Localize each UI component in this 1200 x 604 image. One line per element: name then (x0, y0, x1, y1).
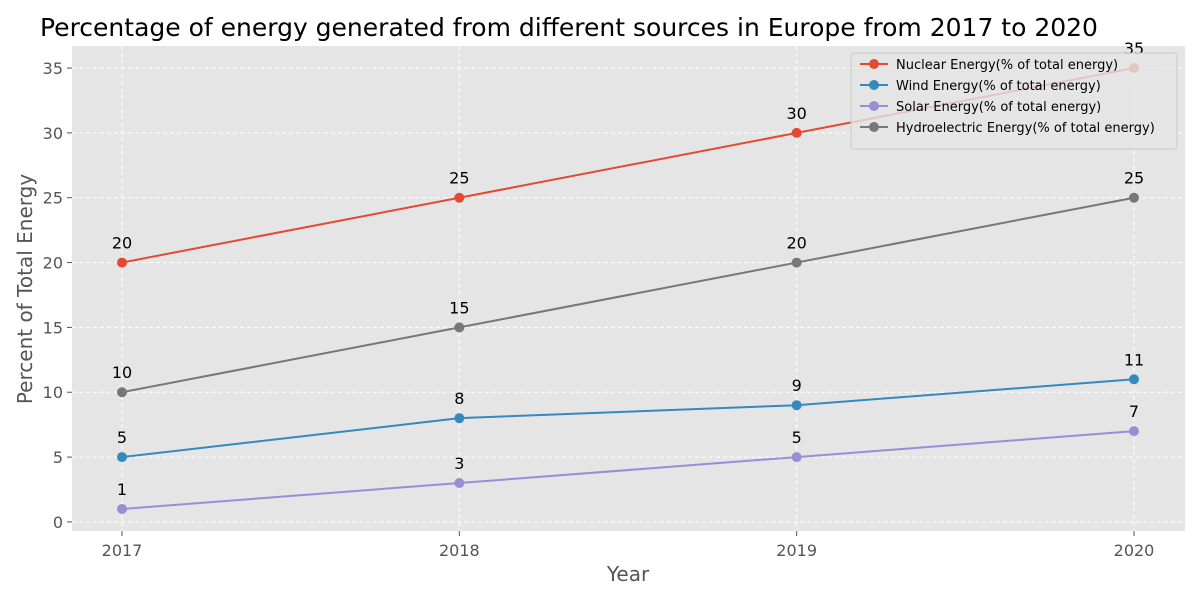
x-tick-label: 2019 (776, 541, 817, 560)
legend-marker (869, 59, 879, 69)
legend-marker (869, 122, 879, 132)
data-label: 15 (449, 298, 469, 317)
data-point (454, 322, 465, 333)
series-line (121, 378, 1135, 459)
x-tick-label: 2017 (102, 541, 143, 560)
data-label: 25 (449, 169, 469, 188)
data-point (117, 257, 127, 268)
data-point (117, 503, 127, 514)
data-point (454, 413, 465, 424)
data-point (1129, 374, 1139, 385)
legend-marker (869, 80, 879, 90)
legend-label: Nuclear Energy(% of total energy) (896, 58, 1118, 73)
y-axis-label: Percent of Total Energy (13, 174, 37, 404)
data-label: 20 (112, 234, 132, 253)
data-point (1129, 192, 1139, 203)
x-axis-label: Year (606, 562, 650, 586)
legend-label: Wind Energy(% of total energy) (896, 79, 1101, 94)
legend-marker (869, 101, 879, 111)
data-label: 5 (117, 428, 127, 447)
series-line (121, 196, 1135, 394)
y-tick-label: 25 (43, 189, 63, 208)
data-point (1129, 426, 1139, 437)
data-point (791, 400, 802, 411)
data-label: 8 (454, 389, 464, 408)
series-line (121, 430, 1135, 510)
data-label: 20 (786, 234, 806, 253)
data-label: 25 (1124, 169, 1144, 188)
data-label: 9 (792, 376, 802, 395)
data-label: 11 (1124, 350, 1144, 369)
data-label: 3 (454, 454, 464, 473)
data-point (791, 257, 802, 268)
x-tick-label: 2020 (1114, 541, 1155, 560)
data-label: 10 (112, 363, 132, 382)
data-point (791, 452, 802, 463)
chart-title: Percentage of energy generated from diff… (40, 13, 1098, 42)
y-tick-label: 20 (43, 254, 63, 273)
data-point (454, 192, 465, 203)
data-point (791, 127, 802, 138)
data-label: 1 (117, 480, 127, 499)
data-point (117, 452, 127, 463)
y-tick-label: 35 (43, 59, 63, 78)
y-tick-label: 5 (53, 448, 63, 467)
legend-label: Solar Energy(% of total energy) (896, 100, 1101, 115)
data-point (117, 387, 127, 398)
y-tick-label: 30 (43, 124, 63, 143)
legend-box (850, 52, 1178, 150)
legend: Nuclear Energy(% of total energy) Wind En… (850, 52, 1178, 150)
data-label: 5 (792, 428, 802, 447)
x-tick-label: 2018 (439, 541, 480, 560)
y-tick-label: 15 (43, 318, 63, 337)
y-tick-label: 10 (43, 383, 63, 402)
y-tick-label: 0 (53, 513, 63, 532)
data-label: 30 (786, 104, 806, 123)
legend-label: Hydroelectric Energy(% of total energy) (896, 121, 1155, 136)
data-point (454, 478, 465, 489)
data-label: 7 (1129, 402, 1139, 421)
